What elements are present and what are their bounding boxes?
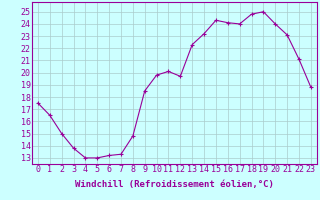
X-axis label: Windchill (Refroidissement éolien,°C): Windchill (Refroidissement éolien,°C) [75, 180, 274, 189]
